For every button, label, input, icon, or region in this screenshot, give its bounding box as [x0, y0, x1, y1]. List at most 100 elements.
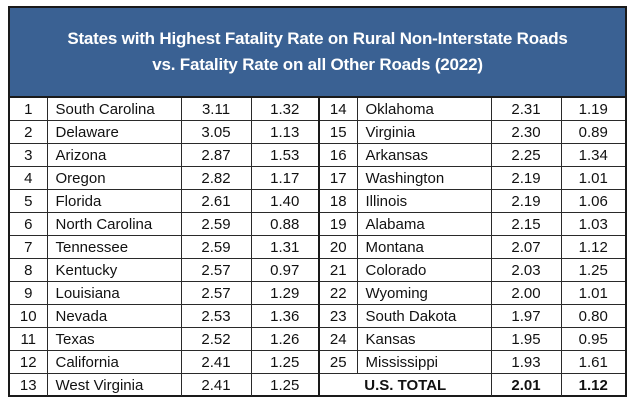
table-row: 2 Delaware 3.05 1.13 15 Virginia 2.30 0.89: [10, 120, 625, 144]
table-row: 8 Kentucky 2.57 0.97 21 Colorado 2.03 1.25: [10, 258, 625, 282]
other-rate-cell: 1.53: [250, 143, 320, 167]
state-cell: Florida: [46, 189, 182, 213]
other-rate-cell: 1.17: [250, 166, 320, 190]
other-rate-cell: 1.25: [250, 350, 320, 374]
state-cell: Wyoming: [356, 281, 492, 305]
rank-cell: 4: [10, 166, 48, 190]
table-row: 11 Texas 2.52 1.26 24 Kansas 1.95 0.95: [10, 327, 625, 351]
other-rate-cell: 1.40: [250, 189, 320, 213]
state-cell: Nevada: [46, 304, 182, 328]
rural-rate-cell: 2.59: [180, 212, 252, 236]
state-cell: Montana: [356, 235, 492, 259]
other-rate-cell: 1.01: [560, 166, 625, 190]
state-cell: Kentucky: [46, 258, 182, 282]
rural-rate-cell: 2.07: [490, 235, 562, 259]
rank-cell: 1: [10, 98, 48, 121]
table-row: 5 Florida 2.61 1.40 18 Illinois 2.19 1.06: [10, 189, 625, 213]
rank-cell: 14: [318, 98, 358, 121]
rank-cell: 10: [10, 304, 48, 328]
other-rate-cell: 0.89: [560, 120, 625, 144]
rank-cell: 7: [10, 235, 48, 259]
state-cell: Washington: [356, 166, 492, 190]
other-rate-cell: 1.32: [250, 98, 320, 121]
other-rate-cell: 1.12: [560, 235, 625, 259]
rural-rate-cell: 2.53: [180, 304, 252, 328]
other-rate-cell: 1.26: [250, 327, 320, 351]
us-total-rural-rate: 2.01: [490, 373, 562, 396]
rural-rate-cell: 2.25: [490, 143, 562, 167]
rank-cell: 23: [318, 304, 358, 328]
rural-rate-cell: 2.59: [180, 235, 252, 259]
table-row: 4 Oregon 2.82 1.17 17 Washington 2.19 1.01: [10, 166, 625, 190]
state-cell: Delaware: [46, 120, 182, 144]
other-rate-cell: 0.95: [560, 327, 625, 351]
rank-cell: 3: [10, 143, 48, 167]
rural-rate-cell: 2.57: [180, 258, 252, 282]
other-rate-cell: 0.80: [560, 304, 625, 328]
rural-rate-cell: 2.61: [180, 189, 252, 213]
rank-cell: 20: [318, 235, 358, 259]
rural-rate-cell: 2.52: [180, 327, 252, 351]
table-row: 1 South Carolina 3.11 1.32 14 Oklahoma 2.31 1.1…: [10, 98, 625, 121]
state-cell: Tennessee: [46, 235, 182, 259]
rank-cell: 21: [318, 258, 358, 282]
other-rate-cell: 0.97: [250, 258, 320, 282]
rural-rate-cell: 2.00: [490, 281, 562, 305]
state-cell: Alabama: [356, 212, 492, 236]
rural-rate-cell: 1.97: [490, 304, 562, 328]
other-rate-cell: 1.61: [560, 350, 625, 374]
table-row: 12 California 2.41 1.25 25 Mississippi 1.93 1.6…: [10, 350, 625, 374]
rank-cell: 9: [10, 281, 48, 305]
rank-cell: 17: [318, 166, 358, 190]
rural-rate-cell: 2.87: [180, 143, 252, 167]
table-row: 3 Arizona 2.87 1.53 16 Arkansas 2.25 1.34: [10, 143, 625, 167]
state-cell: South Dakota: [356, 304, 492, 328]
title-line-2: vs. Fatality Rate on all Other Roads (20…: [152, 55, 483, 74]
rural-rate-cell: 2.31: [490, 98, 562, 121]
rural-rate-cell: 2.57: [180, 281, 252, 305]
rural-rate-cell: 1.95: [490, 327, 562, 351]
rank-cell: 19: [318, 212, 358, 236]
state-cell: Arizona: [46, 143, 182, 167]
state-cell: Kansas: [356, 327, 492, 351]
state-cell: Louisiana: [46, 281, 182, 305]
rank-cell: 15: [318, 120, 358, 144]
state-cell: West Virginia: [46, 373, 182, 396]
state-cell: South Carolina: [46, 98, 182, 121]
other-rate-cell: 1.25: [250, 373, 320, 396]
other-rate-cell: 1.13: [250, 120, 320, 144]
rural-rate-cell: 2.15: [490, 212, 562, 236]
title-line-1: States with Highest Fatality Rate on Rur…: [67, 29, 568, 48]
rural-rate-cell: 2.03: [490, 258, 562, 282]
rural-rate-cell: 1.93: [490, 350, 562, 374]
other-rate-cell: 1.31: [250, 235, 320, 259]
rural-rate-cell: 2.82: [180, 166, 252, 190]
us-total-other-rate: 1.12: [560, 373, 625, 396]
fatality-rate-table: 1 South Carolina 3.11 1.32 14 Oklahoma 2.31 1.1…: [10, 98, 625, 396]
rank-cell: 6: [10, 212, 48, 236]
state-cell: Oklahoma: [356, 98, 492, 121]
rural-rate-cell: 3.05: [180, 120, 252, 144]
state-cell: Texas: [46, 327, 182, 351]
other-rate-cell: 1.19: [560, 98, 625, 121]
table-title-header: States with Highest Fatality Rate on Rur…: [10, 8, 625, 98]
rank-cell: 24: [318, 327, 358, 351]
rank-cell: 13: [10, 373, 48, 396]
other-rate-cell: 1.36: [250, 304, 320, 328]
rank-cell: 25: [318, 350, 358, 374]
state-cell: Illinois: [356, 189, 492, 213]
rural-rate-cell: 2.19: [490, 166, 562, 190]
rural-rate-cell: 3.11: [180, 98, 252, 121]
table-row: 6 North Carolina 2.59 0.88 19 Alabama 2.15 1.03: [10, 212, 625, 236]
other-rate-cell: 1.03: [560, 212, 625, 236]
state-cell: Colorado: [356, 258, 492, 282]
other-rate-cell: 1.01: [560, 281, 625, 305]
rural-rate-cell: 2.41: [180, 350, 252, 374]
rank-cell: 8: [10, 258, 48, 282]
rank-cell: 16: [318, 143, 358, 167]
state-cell: Arkansas: [356, 143, 492, 167]
state-cell: Virginia: [356, 120, 492, 144]
state-cell: California: [46, 350, 182, 374]
other-rate-cell: 0.88: [250, 212, 320, 236]
other-rate-cell: 1.25: [560, 258, 625, 282]
